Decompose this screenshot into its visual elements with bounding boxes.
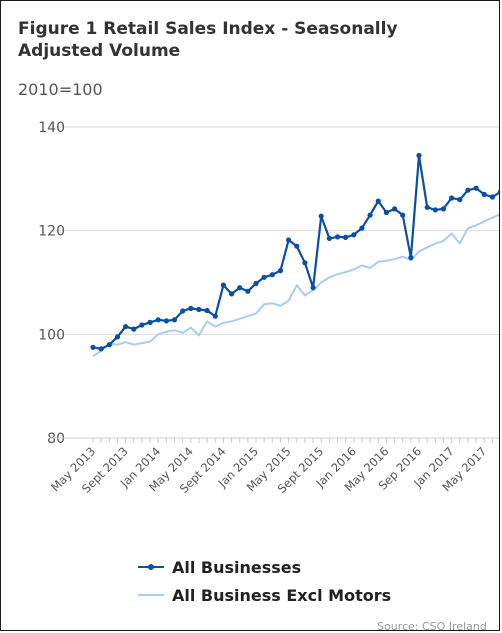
data-point [392, 206, 398, 212]
data-point [155, 317, 161, 323]
chart-subtitle: 2010=100 [18, 80, 103, 99]
data-point [497, 189, 499, 194]
data-point [294, 243, 300, 249]
data-point [465, 187, 471, 193]
data-point [180, 308, 186, 314]
data-point [188, 305, 194, 311]
legend-swatch-excl-motors [138, 589, 164, 601]
data-point [359, 225, 365, 231]
data-point [310, 285, 316, 291]
data-point [212, 313, 218, 319]
data-point [277, 268, 284, 274]
data-point [253, 280, 259, 287]
data-point [318, 213, 324, 219]
legend: All Businesses All Business Excl Motors [138, 553, 391, 609]
data-point [261, 274, 267, 280]
data-point [147, 319, 153, 325]
data-point [269, 272, 275, 278]
data-point [457, 197, 463, 203]
series-line-excl-motors [92, 213, 499, 357]
data-point [229, 291, 235, 297]
data-point [131, 326, 137, 332]
data-point [449, 195, 455, 201]
y-tick-label: 80 [47, 431, 65, 447]
data-point [139, 322, 145, 328]
data-point [416, 152, 422, 159]
data-point [163, 318, 169, 324]
y-tick-label: 100 [38, 327, 65, 343]
legend-item-all-businesses[interactable]: All Businesses [138, 553, 391, 581]
data-point [473, 185, 479, 191]
y-tick-label: 140 [38, 120, 65, 136]
data-point [245, 288, 251, 294]
data-point [302, 260, 308, 266]
chart-title: Figure 1 Retail Sales Index - Seasonally… [18, 19, 398, 61]
data-point [383, 209, 389, 216]
legend-label: All Business Excl Motors [172, 585, 392, 605]
data-point [432, 207, 438, 213]
data-point [171, 317, 178, 323]
data-point [106, 342, 112, 348]
data-point [424, 204, 430, 210]
data-point [375, 198, 381, 204]
data-point [343, 234, 349, 240]
y-tick-label: 120 [38, 224, 65, 240]
data-point [351, 232, 357, 238]
source-credit: Source: CSO Ireland [377, 620, 487, 631]
data-point [90, 344, 96, 350]
data-point [237, 285, 243, 291]
data-point [286, 237, 292, 243]
data-point [98, 346, 104, 352]
series-line-all-businesses [92, 154, 499, 350]
data-point [481, 191, 487, 197]
data-point [196, 306, 202, 313]
data-point [204, 307, 210, 314]
data-point [334, 234, 341, 240]
data-point [440, 206, 446, 212]
data-point [114, 334, 121, 340]
legend-label: All Businesses [172, 557, 302, 577]
data-point [326, 235, 332, 241]
data-point [220, 282, 226, 288]
data-point [489, 194, 495, 200]
legend-item-all-business-excl-motors[interactable]: All Business Excl Motors [138, 581, 391, 609]
data-point [400, 212, 406, 218]
data-point [123, 324, 129, 330]
data-point [367, 212, 373, 218]
data-point [408, 255, 414, 261]
legend-swatch-all-businesses [138, 561, 164, 573]
